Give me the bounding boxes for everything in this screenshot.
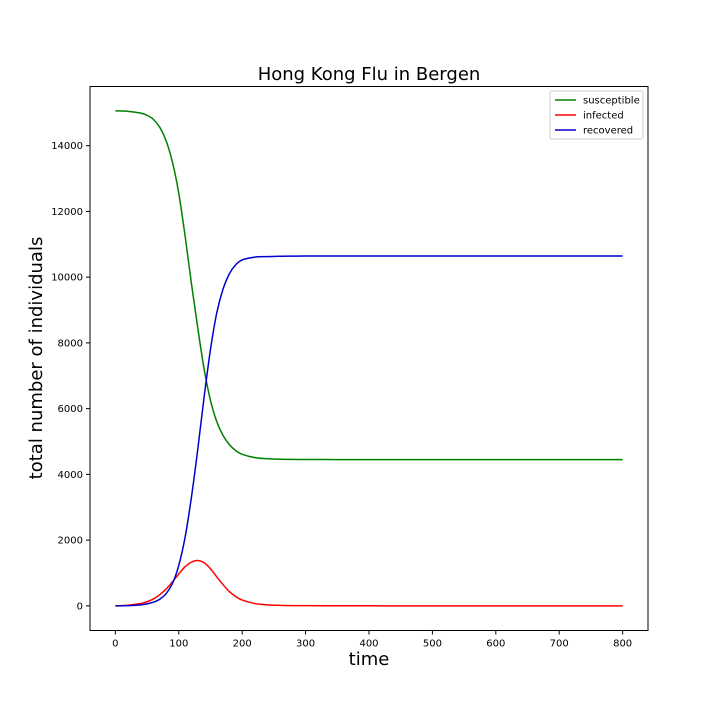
legend-label-infected: infected xyxy=(583,111,624,122)
x-axis: 0 100 200 300 400 500 600 700 800 xyxy=(112,630,632,650)
y-tick-label: 12000 xyxy=(51,207,83,218)
y-tick-label: 6000 xyxy=(58,404,83,415)
series-lines xyxy=(115,110,623,607)
y-tick-label: 10000 xyxy=(51,273,83,284)
y-axis: 0 2000 4000 6000 8000 10000 12000 14000 xyxy=(51,141,90,612)
y-axis-label: total number of individuals xyxy=(26,237,47,480)
legend-box xyxy=(549,90,644,140)
series-line-infected xyxy=(115,559,623,607)
x-tick-label: 0 xyxy=(112,639,118,650)
legend: susceptible infected recovered xyxy=(549,90,644,140)
x-tick-label: 600 xyxy=(486,639,505,650)
plot-frame xyxy=(89,86,649,631)
y-tick-label: 8000 xyxy=(58,338,83,349)
plot-area: 0 100 200 300 400 500 600 700 800 0 2000 4000 6000 8… xyxy=(51,86,649,650)
x-tick-label: 200 xyxy=(233,639,252,650)
y-tick-label: 2000 xyxy=(58,536,83,547)
x-tick-label: 100 xyxy=(169,639,188,650)
x-tick-label: 300 xyxy=(296,639,315,650)
x-tick-label: 700 xyxy=(550,639,569,650)
y-tick-label: 0 xyxy=(77,601,83,612)
y-tick-label: 4000 xyxy=(58,470,83,481)
x-tick-label: 400 xyxy=(359,639,378,650)
x-axis-label: time xyxy=(349,649,390,670)
legend-label-susceptible: susceptible xyxy=(583,96,640,107)
series-line-recovered xyxy=(115,255,623,607)
legend-label-recovered: recovered xyxy=(583,126,633,137)
chart-title: Hong Kong Flu in Bergen xyxy=(258,64,481,85)
y-tick-label: 14000 xyxy=(51,141,83,152)
x-tick-label: 800 xyxy=(613,639,632,650)
series-line-susceptible xyxy=(115,110,623,461)
x-tick-label: 500 xyxy=(423,639,442,650)
